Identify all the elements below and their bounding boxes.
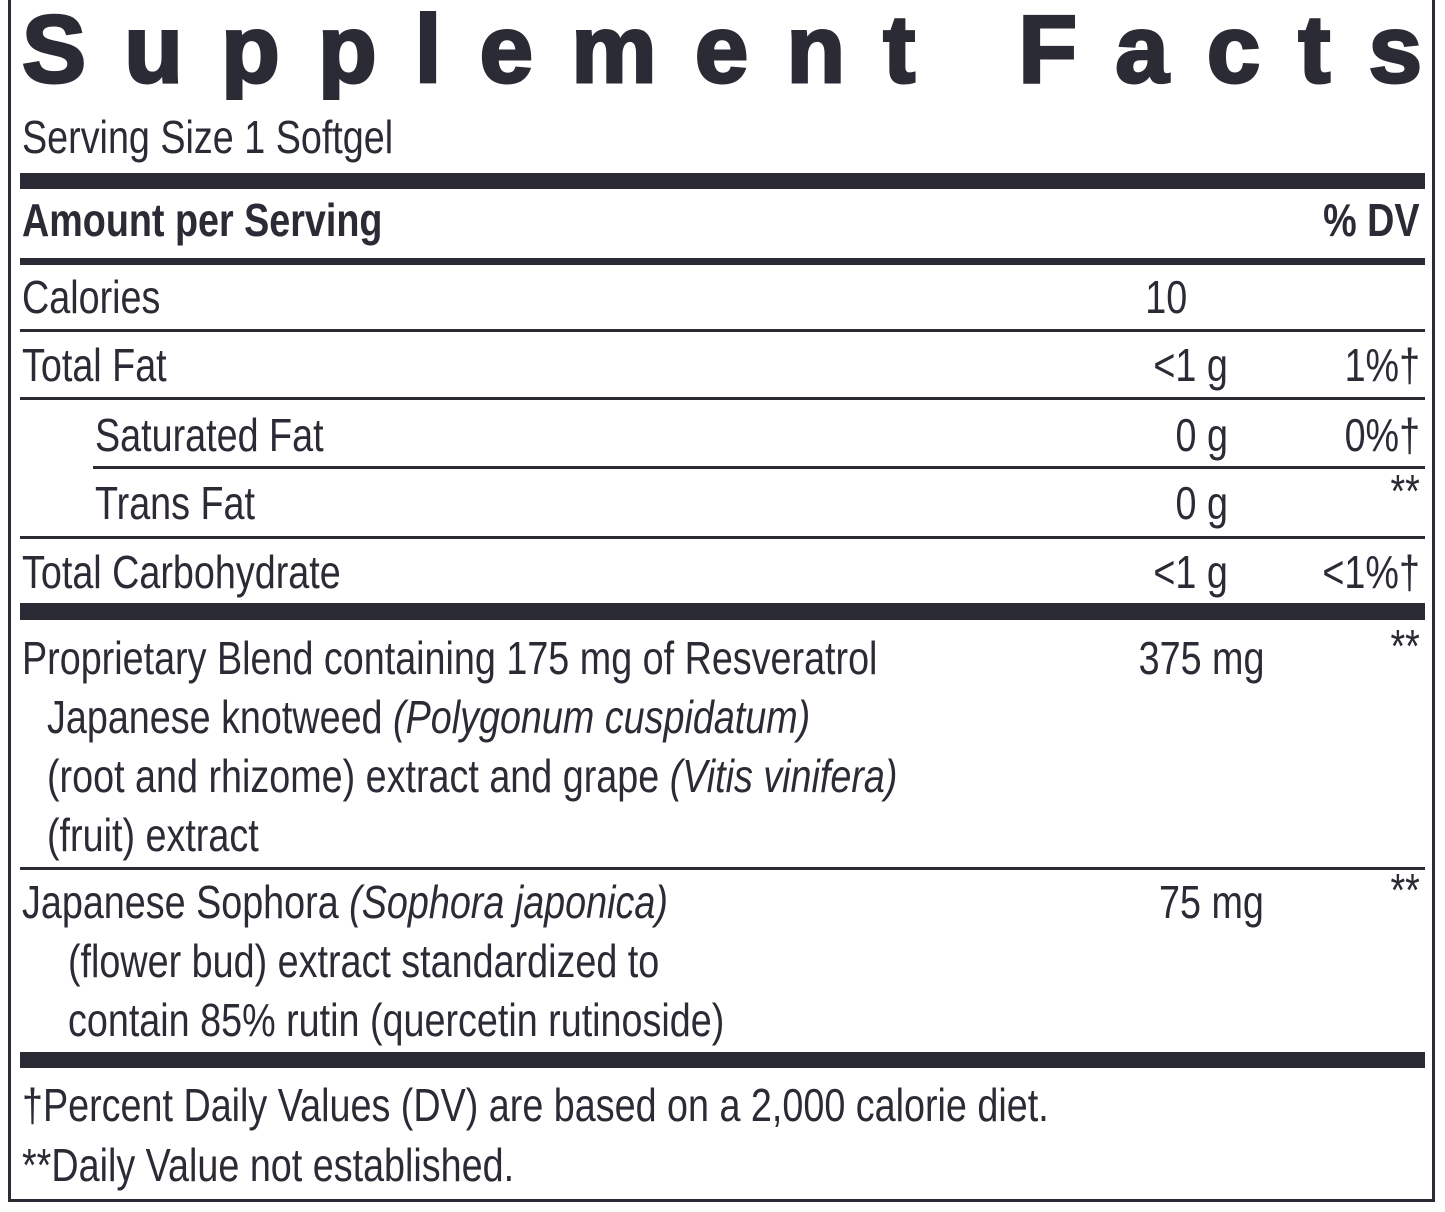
- column-header: Amount per Serving: [22, 194, 383, 246]
- ingredient-line: Japanese knotweed (Polygonum cuspidatum): [47, 694, 810, 740]
- ingredient-amount: 375 mg: [1138, 632, 1264, 684]
- ingredient-dv: **: [1390, 620, 1420, 672]
- nutrient-amount: 10: [1145, 271, 1187, 323]
- ingredient-text: Proprietary Blend containing 175 mg of R…: [22, 632, 878, 684]
- ingredient-line: contain 85% rutin (quercetin rutinoside): [68, 997, 724, 1043]
- rule: [20, 603, 1425, 620]
- ingredient-amount: 75 mg: [1159, 876, 1264, 928]
- ingredient-line: (root and rhizome) extract and grape (Vi…: [47, 753, 897, 799]
- ingredient-dv: **: [1390, 864, 1420, 916]
- latin-name: (Vitis vinifera): [669, 750, 898, 802]
- latin-name: (Sophora japonica): [349, 876, 668, 928]
- latin-name: (Polygonum cuspidatum): [393, 691, 811, 743]
- ingredient-text: Japanese knotweed: [47, 691, 394, 743]
- rule: [20, 258, 1425, 265]
- footnote: †Percent Daily Values (DV) are based on …: [22, 1079, 1049, 1131]
- serving-size: Serving Size 1 Softgel: [22, 111, 394, 163]
- nutrient-amount: <1 g: [1153, 546, 1228, 598]
- column-header: % DV: [1323, 194, 1420, 246]
- nutrient-amount: 0 g: [1175, 409, 1228, 461]
- rule: [93, 466, 1425, 469]
- ingredient-text: contain 85% rutin (quercetin rutinoside): [68, 994, 725, 1046]
- nutrient-dv: **: [1390, 465, 1420, 517]
- nutrient-dv: 0%†: [1344, 409, 1420, 461]
- ingredient-line: Japanese Sophora (Sophora japonica): [22, 879, 668, 925]
- nutrient-amount: <1 g: [1153, 339, 1228, 391]
- nutrient-amount: 0 g: [1175, 477, 1228, 529]
- label-frame: [8, 0, 1435, 1202]
- rule: [20, 397, 1425, 400]
- nutrient-name: Trans Fat: [95, 477, 256, 529]
- rule: [20, 867, 1425, 870]
- nutrient-name: Total Carbohydrate: [22, 546, 341, 598]
- ingredient-text: (fruit) extract: [47, 809, 259, 861]
- ingredient-text: (flower bud) extract standardized to: [68, 935, 660, 987]
- footnote: **Daily Value not established.: [22, 1139, 515, 1191]
- nutrient-name: Calories: [22, 271, 161, 323]
- nutrient-name: Total Fat: [22, 339, 167, 391]
- rule: [20, 173, 1425, 189]
- ingredient-line: Proprietary Blend containing 175 mg of R…: [22, 635, 877, 681]
- title-area: Supplement Facts: [21, 0, 1424, 100]
- ingredient-line: (flower bud) extract standardized to: [68, 938, 659, 984]
- ingredient-text: Japanese Sophora: [22, 876, 350, 928]
- rule: [20, 536, 1425, 539]
- rule: [20, 1052, 1425, 1068]
- rule: [20, 329, 1425, 332]
- nutrient-name: Saturated Fat: [95, 409, 324, 461]
- ingredient-line: (fruit) extract: [47, 812, 259, 858]
- nutrient-dv: <1%†: [1322, 546, 1420, 598]
- nutrient-dv: 1%†: [1344, 339, 1420, 391]
- title: Supplement Facts: [22, 0, 1422, 100]
- ingredient-text: (root and rhizome) extract and grape: [47, 750, 670, 802]
